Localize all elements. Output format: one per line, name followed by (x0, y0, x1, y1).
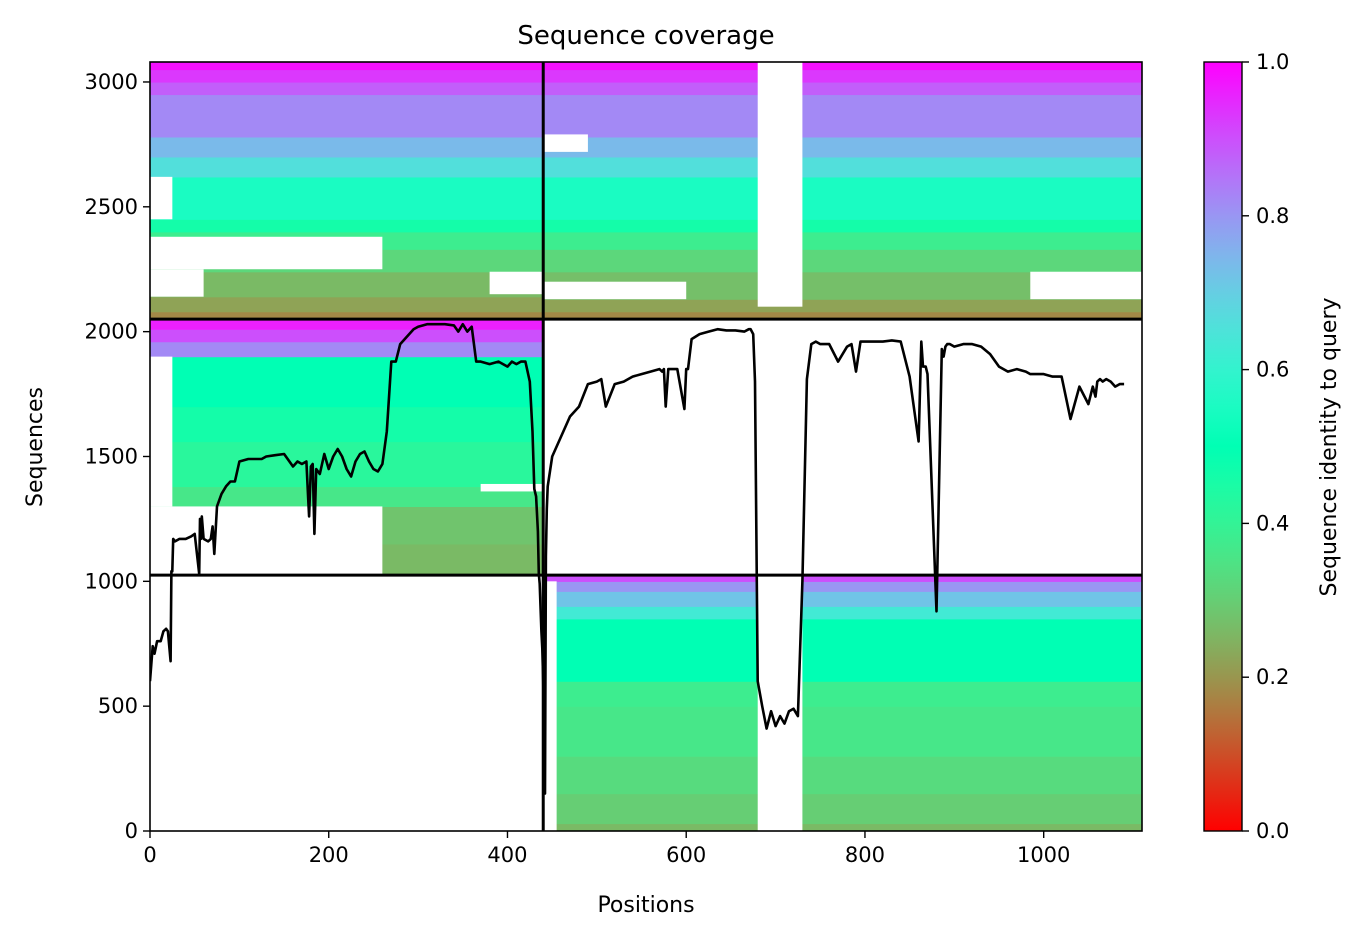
identity-band (150, 296, 544, 313)
coverage-line (150, 322, 1125, 795)
identity-band (543, 231, 1142, 250)
identity-band (150, 329, 544, 343)
identity-band (150, 341, 544, 358)
alignment-gap (150, 506, 383, 576)
colorbar-tick-label: 1.0 (1256, 50, 1289, 74)
identity-band (150, 219, 544, 233)
identity-band (150, 271, 544, 298)
identity-band (543, 606, 1142, 620)
alignment-gap (757, 62, 803, 307)
identity-band (543, 581, 1142, 592)
x-tick-label: 0 (143, 843, 156, 867)
x-tick-label: 600 (666, 843, 706, 867)
colorbar-tick-label: 0.8 (1256, 204, 1289, 228)
identity-band (543, 136, 1142, 158)
alignment-gap (543, 281, 687, 300)
alignment-gap (489, 271, 544, 295)
y-tick-label: 1500 (85, 444, 138, 468)
alignment-block-3 (543, 575, 1142, 831)
identity-band (150, 69, 544, 83)
identity-band (543, 681, 1142, 707)
colorbar-tick-label: 0.0 (1256, 819, 1289, 843)
colorbar-tick-label: 0.6 (1256, 358, 1289, 382)
alignment-gap (480, 483, 544, 492)
chart-title: Sequence coverage (517, 21, 774, 51)
identity-band (150, 62, 544, 71)
identity-band (543, 156, 1142, 178)
y-tick-label: 500 (98, 694, 138, 718)
identity-band (543, 311, 1142, 320)
identity-band (543, 793, 1142, 825)
alignment-gap (150, 269, 204, 297)
identity-band (150, 441, 544, 488)
colorbar: 0.0 0.2 0.4 0.6 0.8 1.0 Sequence identity to … (1203, 50, 1342, 843)
identity-band (543, 176, 1142, 220)
identity-band (543, 249, 1142, 273)
y-tick-label: 2500 (85, 195, 138, 219)
colorbar-tick-label: 0.2 (1256, 665, 1289, 689)
alignment-block-1 (543, 62, 1142, 320)
identity-band (543, 94, 1142, 138)
y-tick-label: 3000 (85, 70, 138, 94)
identity-band (150, 356, 544, 408)
x-tick-label: 200 (309, 843, 349, 867)
alignment-blocks (150, 62, 1142, 831)
alignment-gap (150, 236, 383, 270)
alignment-gap (150, 176, 173, 220)
identity-band (150, 94, 544, 138)
identity-band (543, 299, 1142, 313)
y-axis-label: Sequences (23, 387, 48, 507)
identity-band (543, 756, 1142, 795)
alignment-gaps (150, 62, 1142, 831)
identity-band (543, 62, 1142, 71)
identity-band (543, 81, 1142, 96)
alignment-gap (150, 356, 173, 507)
identity-band (543, 69, 1142, 83)
y-tick-label: 1000 (85, 569, 138, 593)
identity-band (150, 406, 544, 443)
x-axis-label: Positions (597, 893, 694, 918)
alignment-gap (543, 134, 588, 152)
identity-band (150, 136, 544, 158)
identity-band (543, 591, 1142, 607)
y-tick-label: 0 (125, 819, 138, 843)
x-axis-ticks: 0 200 400 600 800 1000 (143, 831, 1070, 867)
alignment-gap (1030, 271, 1142, 300)
identity-band (543, 219, 1142, 233)
identity-band (150, 319, 544, 330)
identity-band (150, 156, 544, 178)
alignment-block-0 (150, 62, 544, 320)
y-axis-ticks: 0 500 1000 1500 2000 2500 3000 (85, 70, 150, 843)
alignment-gap (757, 575, 803, 831)
plot-frame (149, 61, 1143, 832)
identity-band (150, 486, 544, 508)
identity-band (150, 81, 544, 96)
identity-band (543, 618, 1142, 682)
x-tick-label: 400 (487, 843, 527, 867)
coverage-line-layer (150, 322, 1125, 795)
x-tick-label: 1000 (1017, 843, 1070, 867)
y-tick-label: 2000 (85, 320, 138, 344)
identity-band (543, 823, 1142, 831)
colorbar-gradient (1203, 61, 1243, 832)
identity-band (543, 706, 1142, 757)
colorbar-ticks: 0.0 0.2 0.4 0.6 0.8 1.0 (1242, 50, 1289, 843)
identity-band (543, 575, 1142, 582)
colorbar-label: Sequence identity to query (1317, 297, 1342, 596)
identity-band (150, 311, 544, 320)
identity-band (150, 176, 544, 220)
colorbar-tick-label: 0.4 (1256, 511, 1289, 535)
x-tick-label: 800 (845, 843, 885, 867)
